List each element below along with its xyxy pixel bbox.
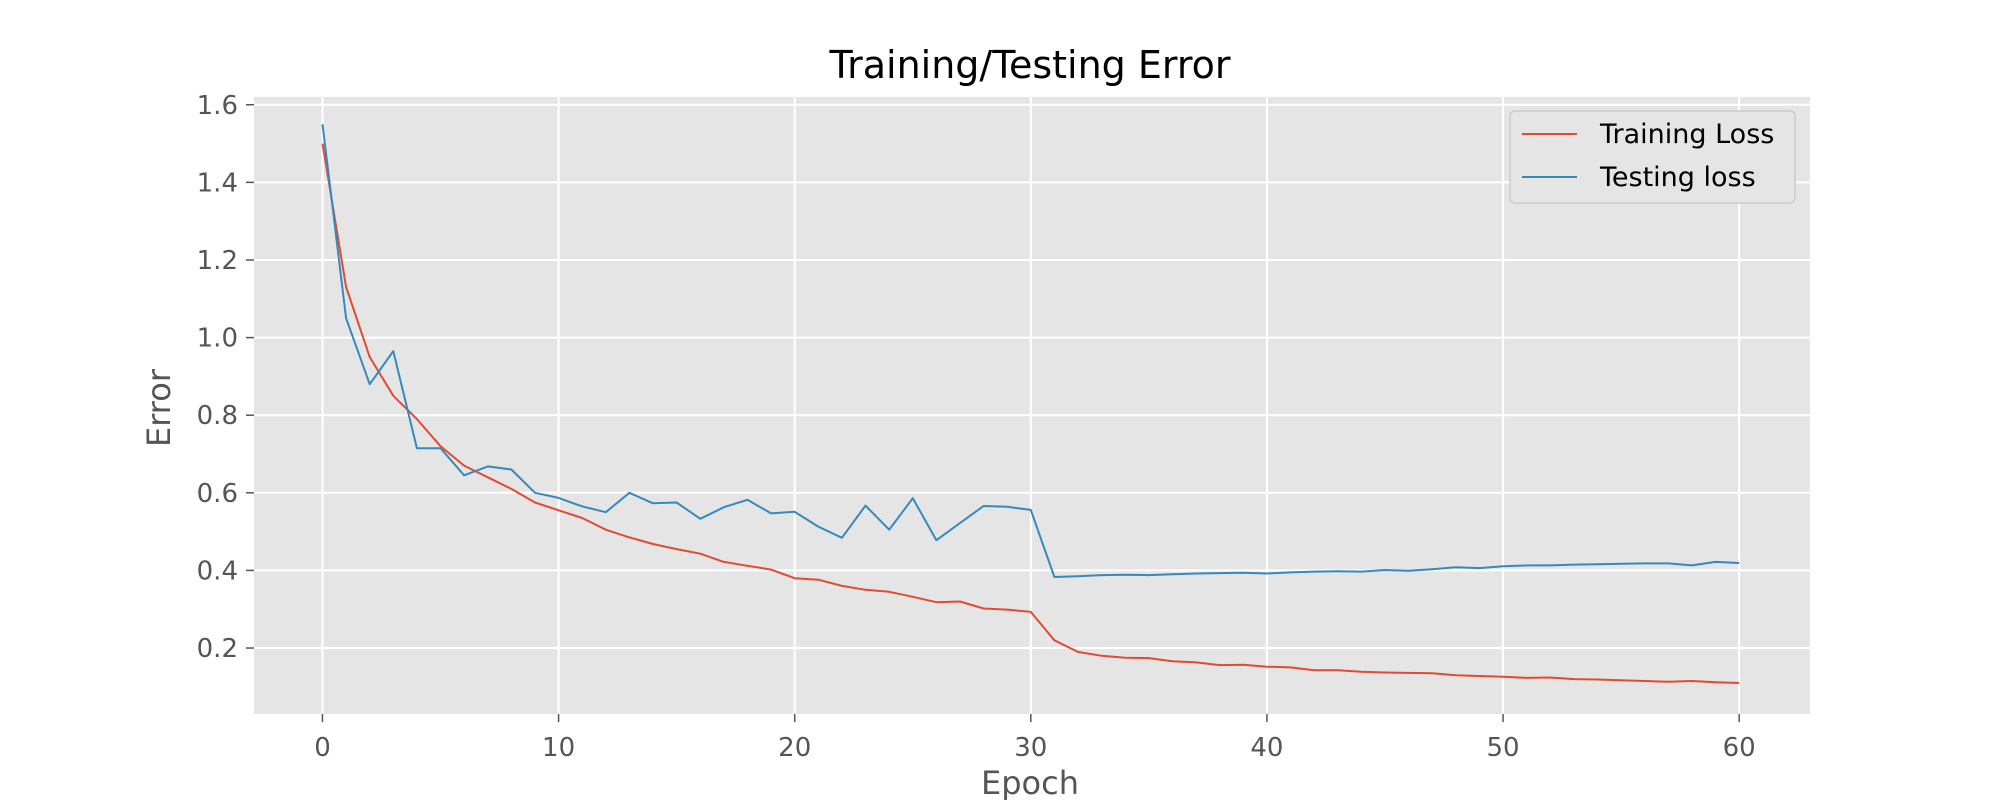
y-axis-ticks: 0.2 0.4 0.6 0.8 1.0 1.2 1.4 1.6 [197, 91, 254, 664]
legend-label-training-loss: Training Loss [1599, 119, 1774, 150]
y-tick-label: 1.4 [197, 168, 238, 198]
legend-label-testing-loss: Testing loss [1599, 162, 1756, 193]
x-tick-label: 50 [1487, 733, 1520, 763]
x-axis-label: Epoch [981, 764, 1079, 800]
x-tick-label: 40 [1250, 733, 1283, 763]
x-tick-label: 10 [542, 733, 575, 763]
x-tick-label: 0 [314, 733, 331, 763]
x-tick-label: 20 [778, 733, 811, 763]
series-line-testing-loss [321, 124, 1740, 578]
y-tick-label: 0.4 [197, 556, 238, 586]
y-tick-label: 0.6 [197, 479, 238, 509]
chart-title: Training/Testing Error [828, 43, 1230, 87]
x-tick-label: 30 [1014, 733, 1047, 763]
y-axis-label: Error [140, 368, 178, 447]
x-axis-ticks: 0 10 20 30 40 50 60 [314, 714, 1756, 763]
y-tick-label: 1.2 [197, 246, 238, 276]
y-tick-label: 0.2 [197, 634, 238, 664]
y-tick-label: 0.8 [197, 401, 238, 431]
y-tick-label: 1.6 [197, 91, 238, 121]
y-tick-label: 1.0 [197, 324, 238, 354]
legend: Training Loss Testing loss [1509, 110, 1796, 204]
legend-box [1509, 110, 1796, 204]
x-tick-label: 60 [1723, 733, 1756, 763]
series-layer [321, 124, 1740, 684]
series-line-training-loss [321, 143, 1740, 684]
grid-lines [254, 97, 1810, 714]
